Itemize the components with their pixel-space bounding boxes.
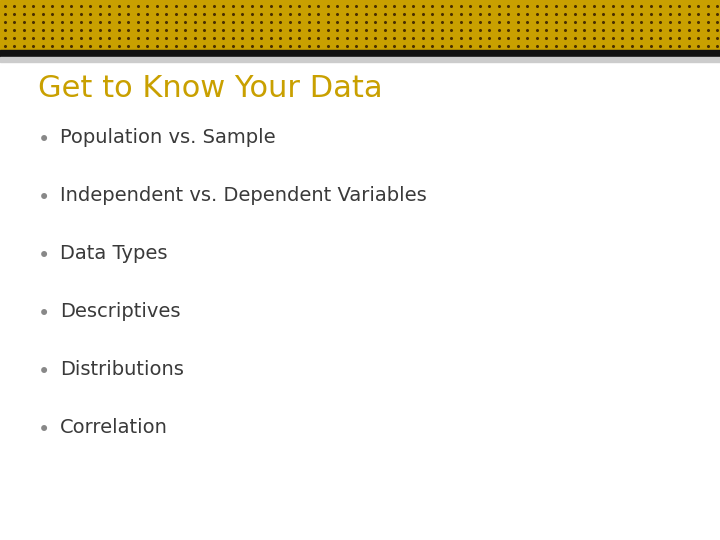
- Text: Population vs. Sample: Population vs. Sample: [60, 128, 276, 147]
- Text: •: •: [38, 188, 50, 208]
- Text: •: •: [38, 246, 50, 266]
- Text: •: •: [38, 130, 50, 150]
- Bar: [0, 57, 720, 62]
- Text: Descriptives: Descriptives: [60, 302, 181, 321]
- Bar: [0, 0, 720, 50]
- Text: Independent vs. Dependent Variables: Independent vs. Dependent Variables: [60, 186, 427, 205]
- Text: •: •: [38, 304, 50, 324]
- Text: Distributions: Distributions: [60, 360, 184, 379]
- Text: Correlation: Correlation: [60, 418, 168, 437]
- Text: Get to Know Your Data: Get to Know Your Data: [38, 74, 382, 103]
- Text: •: •: [38, 420, 50, 440]
- Bar: [0, 50, 720, 57]
- Text: Data Types: Data Types: [60, 244, 168, 263]
- Text: •: •: [38, 362, 50, 382]
